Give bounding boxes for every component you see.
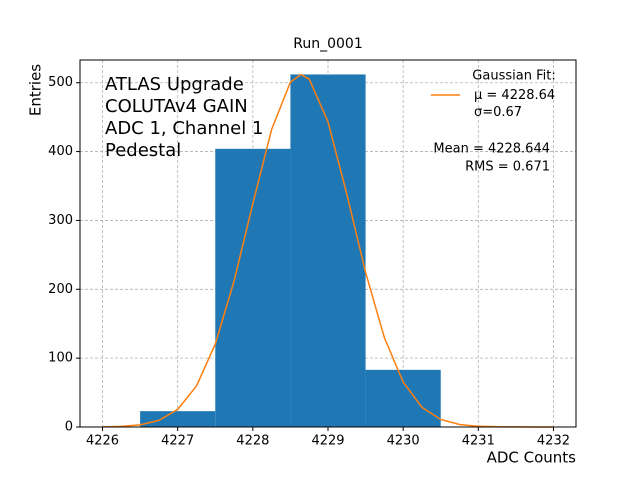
x-tick-label: 4230 — [387, 434, 420, 449]
x-tick-label: 4228 — [236, 434, 269, 449]
plot-frame — [79, 59, 577, 428]
y-tick-label: 200 — [48, 282, 73, 297]
annotation: ATLAS Upgrade — [105, 74, 244, 95]
stats-text: RMS = 0.671 — [465, 160, 550, 175]
histogram-bar — [140, 411, 216, 427]
y-axis-label: Entries — [27, 64, 45, 116]
y-tick-label: 500 — [48, 75, 73, 90]
x-tick-label: 4226 — [86, 434, 119, 449]
chart-title: Run_0001 — [293, 36, 362, 52]
annotation: COLUTAv4 GAIN — [105, 96, 248, 117]
fit-curve — [102, 73, 554, 428]
x-tick-label: 4231 — [462, 434, 495, 449]
histogram-bar — [290, 74, 366, 428]
histogram-bar — [215, 148, 291, 427]
y-tick-label: 0 — [65, 420, 73, 435]
legend-title: Gaussian Fit: — [472, 69, 555, 84]
y-tick-label: 300 — [48, 213, 73, 228]
annotation: Pedestal — [105, 140, 181, 161]
y-tick-label: 400 — [48, 144, 73, 159]
y-tick-label: 100 — [48, 351, 73, 366]
histogram-bar — [365, 369, 441, 427]
legend-entry: μ = 4228.64 σ=0.67 — [474, 88, 555, 120]
annotation: ADC 1, Channel 1 — [105, 118, 263, 139]
x-axis-label: ADC Counts — [487, 449, 577, 467]
x-tick-label: 4227 — [161, 434, 194, 449]
stats-text: Mean = 4228.644 — [433, 142, 550, 157]
x-tick-label: 4229 — [311, 434, 344, 449]
x-tick-label: 4232 — [537, 434, 570, 449]
